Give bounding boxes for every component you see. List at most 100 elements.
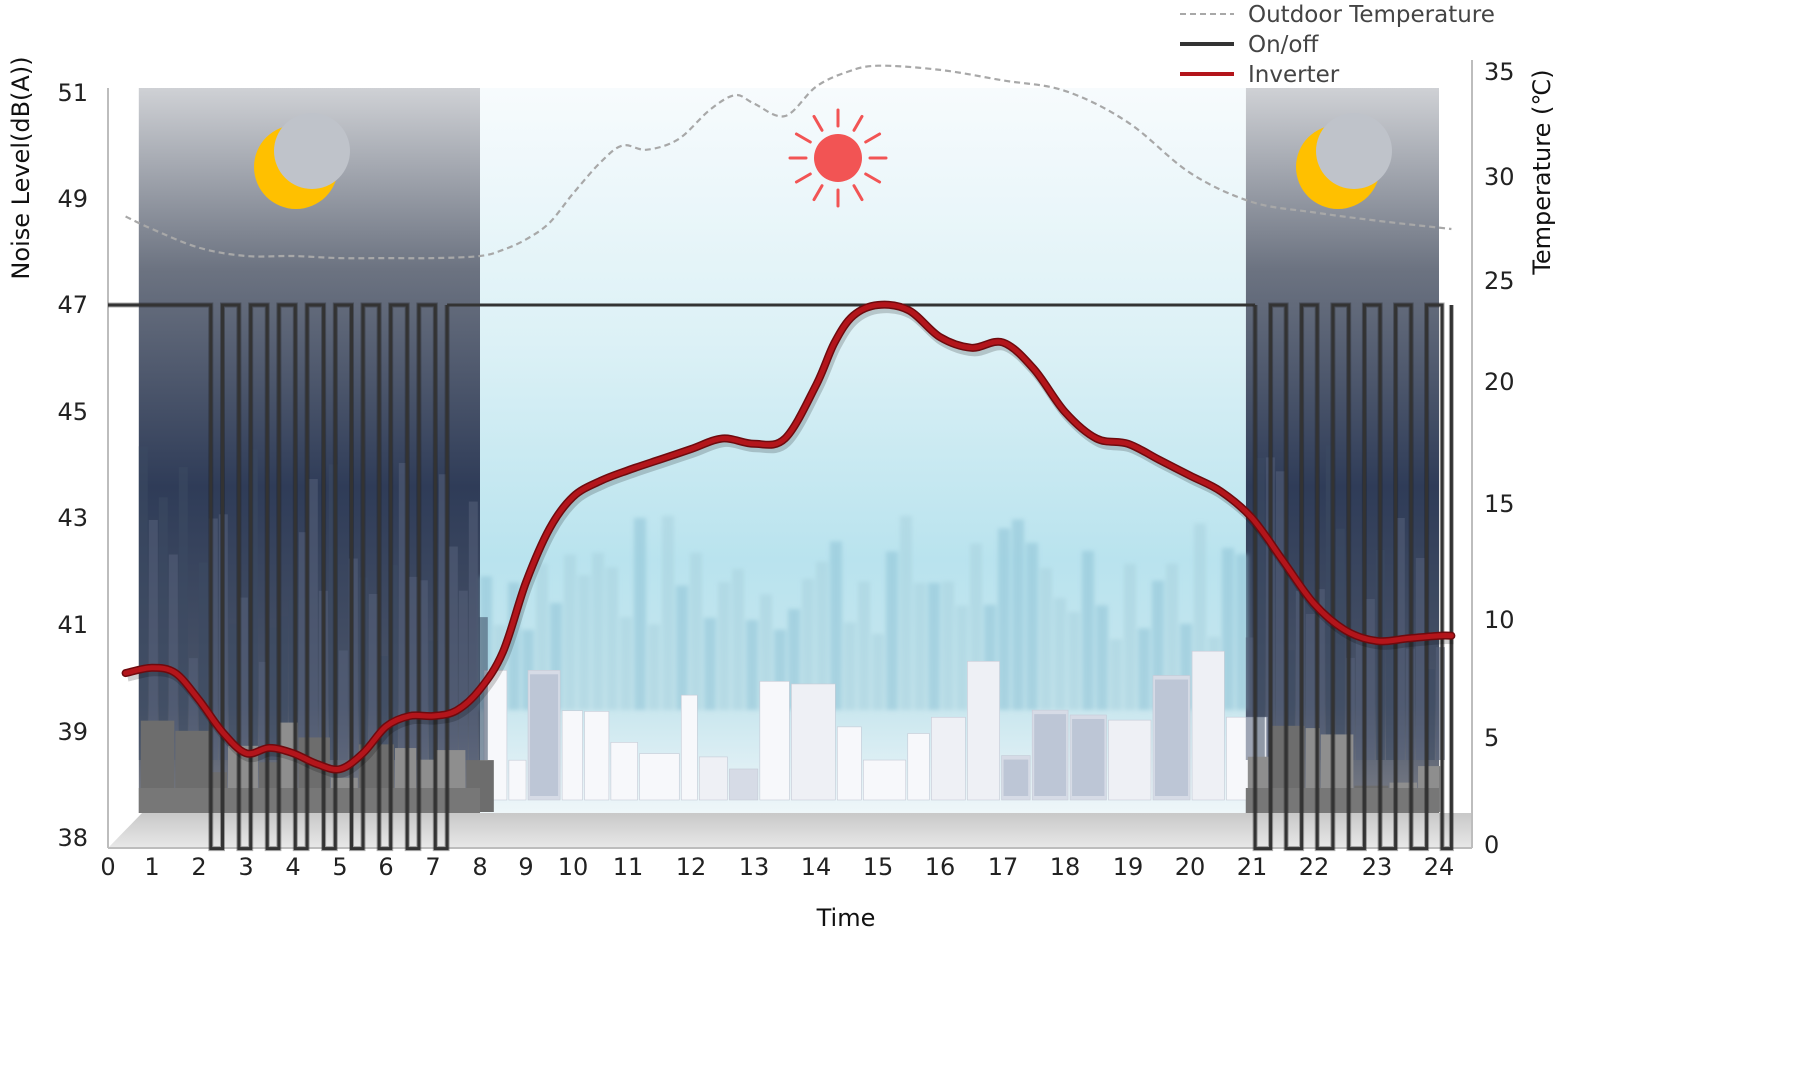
far-building (676, 585, 688, 710)
night-building-far (418, 580, 428, 760)
y-right-tick-label: 20 (1484, 368, 1515, 396)
building (1001, 755, 1031, 801)
building (1031, 709, 1069, 801)
night-building-far (368, 593, 378, 760)
legend: Outdoor Temperature On/off Inverter (1180, 2, 1495, 88)
y-left-tick-label: 38 (57, 824, 88, 852)
building (698, 756, 728, 801)
x-tick-label: 2 (191, 853, 206, 881)
far-building (802, 578, 814, 710)
far-building (606, 567, 618, 710)
far-building (690, 552, 702, 710)
far-building (662, 515, 674, 710)
night-building-far (1335, 528, 1345, 760)
far-building (886, 551, 898, 710)
sun-ray (812, 114, 824, 132)
moon-icon (254, 113, 350, 209)
sun-ray (864, 132, 882, 144)
y-left-tick-label: 41 (57, 611, 88, 639)
night-ground (138, 788, 481, 813)
night-building-far (1345, 657, 1355, 760)
x-tick-label: 6 (378, 853, 393, 881)
night-building-far (1425, 669, 1435, 760)
night-ground (1245, 788, 1439, 813)
night-building-far (268, 627, 278, 760)
y-right-tick-label: 15 (1484, 490, 1515, 518)
far-building (928, 582, 940, 710)
city-skyline (138, 445, 1445, 813)
x-tick-label: 18 (1050, 853, 1081, 881)
floor (108, 813, 1472, 848)
far-building (914, 583, 926, 710)
far-building (578, 575, 590, 710)
building (967, 660, 1000, 801)
night-building-far (438, 474, 448, 760)
y-left-tick-label: 49 (57, 185, 88, 213)
night-building-far (398, 462, 408, 760)
far-building (872, 633, 884, 710)
night-building-far (208, 518, 218, 760)
x-tick-label: 21 (1237, 853, 1268, 881)
night-building-far (1275, 471, 1285, 760)
x-tick-label: 7 (425, 853, 440, 881)
building (527, 670, 561, 801)
far-building (1236, 554, 1248, 710)
far-building (564, 554, 576, 710)
building (639, 753, 680, 801)
x-tick-label: 5 (332, 853, 347, 881)
far-building (1096, 605, 1108, 710)
x-tick-label: 10 (558, 853, 589, 881)
building-windows (1003, 759, 1029, 796)
far-building (620, 617, 632, 710)
night-building-far (408, 576, 418, 760)
y-left-tick-label: 43 (57, 504, 88, 532)
near-skyline (483, 650, 1268, 801)
far-skyline (480, 515, 1248, 710)
night-building-far (238, 597, 248, 760)
building (508, 759, 527, 801)
y-left-tick-label: 39 (57, 718, 88, 746)
x-tick-label: 23 (1362, 853, 1393, 881)
far-building (718, 582, 730, 710)
moon-shadow (1316, 113, 1392, 189)
moon-shadow (274, 113, 350, 189)
night-building-far (328, 464, 338, 760)
far-building (816, 561, 828, 710)
x-tick-label: 15 (863, 853, 894, 881)
x-tick-label: 11 (613, 853, 644, 881)
night-building-far (1415, 557, 1425, 760)
night-building-far (1365, 598, 1375, 760)
night-building-far (288, 599, 298, 760)
sun-ray (852, 184, 864, 202)
building-windows (530, 674, 559, 796)
building (584, 711, 610, 801)
y-left-tick-label: 51 (57, 79, 88, 107)
sun-ray (864, 172, 882, 184)
y-right-tick-label: 25 (1484, 267, 1515, 295)
building (836, 726, 862, 801)
night-building-far (278, 616, 288, 760)
y-right-tick-label: 30 (1484, 163, 1515, 191)
night-building-far (348, 558, 358, 760)
far-building (1222, 548, 1234, 710)
building (729, 768, 759, 801)
x-tick-label: 1 (144, 853, 159, 881)
x-axis-label: Time (816, 904, 876, 932)
far-building (998, 528, 1010, 710)
building (1108, 719, 1152, 801)
series-onoff-night1 (108, 303, 449, 851)
night-building-far (298, 532, 308, 760)
far-building (1166, 563, 1178, 710)
x-tick-label: 13 (739, 853, 770, 881)
building-windows (1154, 679, 1189, 796)
night-building-far (188, 658, 198, 760)
moon-icon (1296, 113, 1392, 209)
far-building (1012, 519, 1024, 710)
y-right-tick-label: 35 (1484, 58, 1515, 86)
night-building-far (448, 546, 458, 760)
night-building-far (388, 565, 398, 760)
x-tick-label: 20 (1175, 853, 1206, 881)
x-tick-label: 16 (925, 853, 956, 881)
series-inverter (123, 302, 1454, 772)
building (561, 710, 583, 801)
